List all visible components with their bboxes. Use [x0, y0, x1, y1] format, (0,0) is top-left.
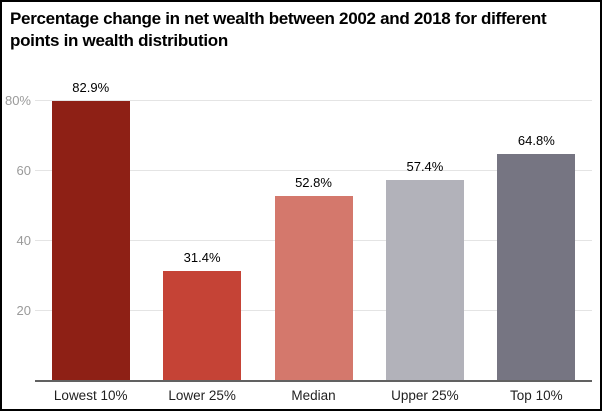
gridline-60	[35, 170, 592, 171]
bars-row: 82.9% 31.4% 52.8% 57.4% 64.8%	[35, 80, 592, 381]
x-axis-labels: Lowest 10% Lower 25% Median Upper 25% Top 10…	[35, 388, 592, 403]
bar	[163, 271, 242, 381]
x-category-label: Top 10%	[510, 388, 563, 403]
x-category-label: Median	[291, 388, 336, 403]
plot-area: 82.9% 31.4% 52.8% 57.4% 64.8%	[35, 80, 592, 382]
bar-group-1: 82.9%	[35, 80, 146, 381]
gridline-80	[35, 100, 592, 101]
x-category-label: Upper 25%	[391, 388, 459, 403]
bar	[385, 180, 464, 381]
bar-value-label: 52.8%	[295, 175, 332, 191]
bar-group-2: 31.4%	[146, 80, 257, 381]
y-tick-label: 20	[16, 303, 31, 318]
bar-value-label: 57.4%	[406, 159, 444, 175]
bar-value-label: 64.8%	[517, 133, 555, 149]
bar-group-3: 52.8%	[258, 80, 369, 381]
bar	[274, 196, 353, 381]
y-tick-label: 40	[16, 233, 31, 248]
chart-title: Percentage change in net wealth between …	[10, 9, 547, 51]
bar-value-label: 31.4%	[183, 250, 221, 266]
bar-group-4: 57.4%	[369, 80, 480, 381]
bar	[51, 101, 130, 381]
x-axis-line	[35, 380, 592, 382]
x-category-label: Lowest 10%	[53, 388, 128, 403]
bar-value-label: 82.9%	[72, 80, 110, 95]
y-tick-label: 60	[16, 163, 31, 178]
y-tick-label: 80%	[4, 93, 31, 108]
bar-group-5: 64.8%	[481, 80, 592, 381]
x-category-label: Lower 25%	[168, 388, 236, 403]
bar	[497, 154, 576, 381]
